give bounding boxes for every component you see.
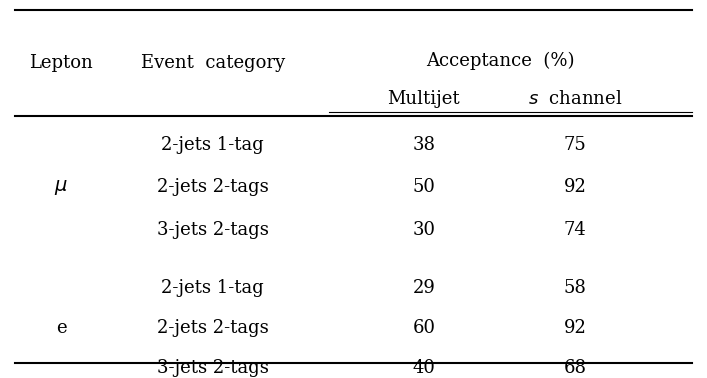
Text: $\mu$: $\mu$ xyxy=(54,178,68,197)
Text: 75: 75 xyxy=(564,136,587,154)
Text: 2-jets 2-tags: 2-jets 2-tags xyxy=(157,319,269,338)
Text: Event  category: Event category xyxy=(141,54,285,72)
Text: 2-jets 2-tags: 2-jets 2-tags xyxy=(157,178,269,196)
Text: 40: 40 xyxy=(412,359,436,377)
Text: 60: 60 xyxy=(412,319,436,338)
Text: 92: 92 xyxy=(564,178,587,196)
Text: 38: 38 xyxy=(412,136,436,154)
Text: 29: 29 xyxy=(412,279,436,297)
Text: Lepton: Lepton xyxy=(30,54,93,72)
Text: 2-jets 1-tag: 2-jets 1-tag xyxy=(161,279,264,297)
Text: $s$  channel: $s$ channel xyxy=(528,90,622,108)
Text: Multijet: Multijet xyxy=(387,90,460,108)
Text: 58: 58 xyxy=(564,279,587,297)
Text: 68: 68 xyxy=(563,359,587,377)
Text: Acceptance  (%): Acceptance (%) xyxy=(426,52,574,70)
Text: 3-jets 2-tags: 3-jets 2-tags xyxy=(157,221,269,239)
Text: 3-jets 2-tags: 3-jets 2-tags xyxy=(157,359,269,377)
Text: 74: 74 xyxy=(564,221,587,239)
Text: 2-jets 1-tag: 2-jets 1-tag xyxy=(161,136,264,154)
Text: 30: 30 xyxy=(412,221,436,239)
Text: 92: 92 xyxy=(564,319,587,338)
Text: e: e xyxy=(56,319,66,338)
Text: 50: 50 xyxy=(412,178,436,196)
